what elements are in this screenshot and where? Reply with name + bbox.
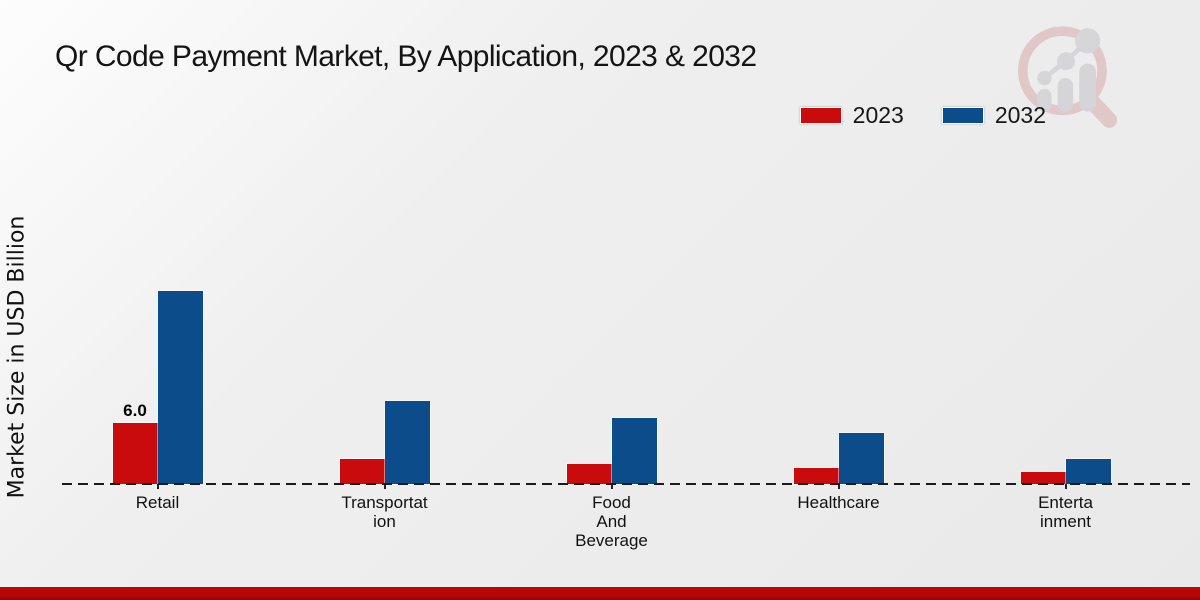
- plot-area: 6.0 Retail Transportat ion Food And Beverag…: [44, 0, 1179, 550]
- axis-tick-retail: [156, 484, 159, 489]
- bar-2032-healthcare: [838, 433, 884, 484]
- bar-2032-transportation: [384, 401, 430, 484]
- bar-2023-entertainment: [1020, 472, 1066, 484]
- axis-tick-healthcare: [837, 484, 840, 489]
- chart-title: Qr Code Payment Market, By Application, …: [55, 40, 757, 73]
- bar-value-label-retail: 6.0: [123, 401, 147, 420]
- legend-swatch-2032: [941, 107, 984, 124]
- bar-2023-transportation: [339, 459, 385, 484]
- category-label-transportation: Transportat ion: [341, 493, 428, 531]
- bar-2032-entertainment: [1065, 459, 1111, 484]
- legend-item-2023: 2023: [799, 102, 904, 129]
- category-group-retail: 6.0 Retail: [44, 0, 271, 512]
- legend-swatch-2023: [799, 107, 842, 124]
- category-label-retail: Retail: [135, 493, 180, 512]
- bar-2032-retail: [157, 291, 203, 484]
- legend-label-2032: 2032: [994, 102, 1046, 128]
- x-axis-baseline: [62, 483, 1190, 485]
- axis-tick-transportation: [383, 484, 386, 489]
- legend-label-2023: 2023: [852, 102, 904, 128]
- category-label-entertainment: Enterta inment: [1038, 493, 1093, 531]
- category-label-healthcare: Healthcare: [797, 493, 880, 512]
- legend-item-2032: 2032: [941, 102, 1046, 129]
- footer-accent-band: [0, 587, 1200, 600]
- bar-2032-food-and-beverage: [611, 418, 657, 484]
- category-label-food-and-beverage: Food And Beverage: [575, 493, 648, 550]
- category-group-entertainment: Enterta inment: [952, 0, 1179, 531]
- y-axis-label: Market Size in USD Billion: [4, 215, 30, 499]
- axis-tick-food-and-beverage: [610, 484, 613, 489]
- category-group-healthcare: Healthcare: [725, 0, 952, 512]
- legend: 2023 2032: [799, 102, 1046, 129]
- bar-2023-healthcare: [793, 468, 839, 484]
- magnifier-bar-chart-logo: [1018, 26, 1117, 128]
- category-group-food-and-beverage: Food And Beverage: [498, 0, 725, 550]
- bar-2023-retail: [112, 423, 158, 484]
- axis-tick-entertainment: [1064, 484, 1067, 489]
- category-group-transportation: Transportat ion: [271, 0, 498, 531]
- bar-2023-food-and-beverage: [566, 464, 612, 484]
